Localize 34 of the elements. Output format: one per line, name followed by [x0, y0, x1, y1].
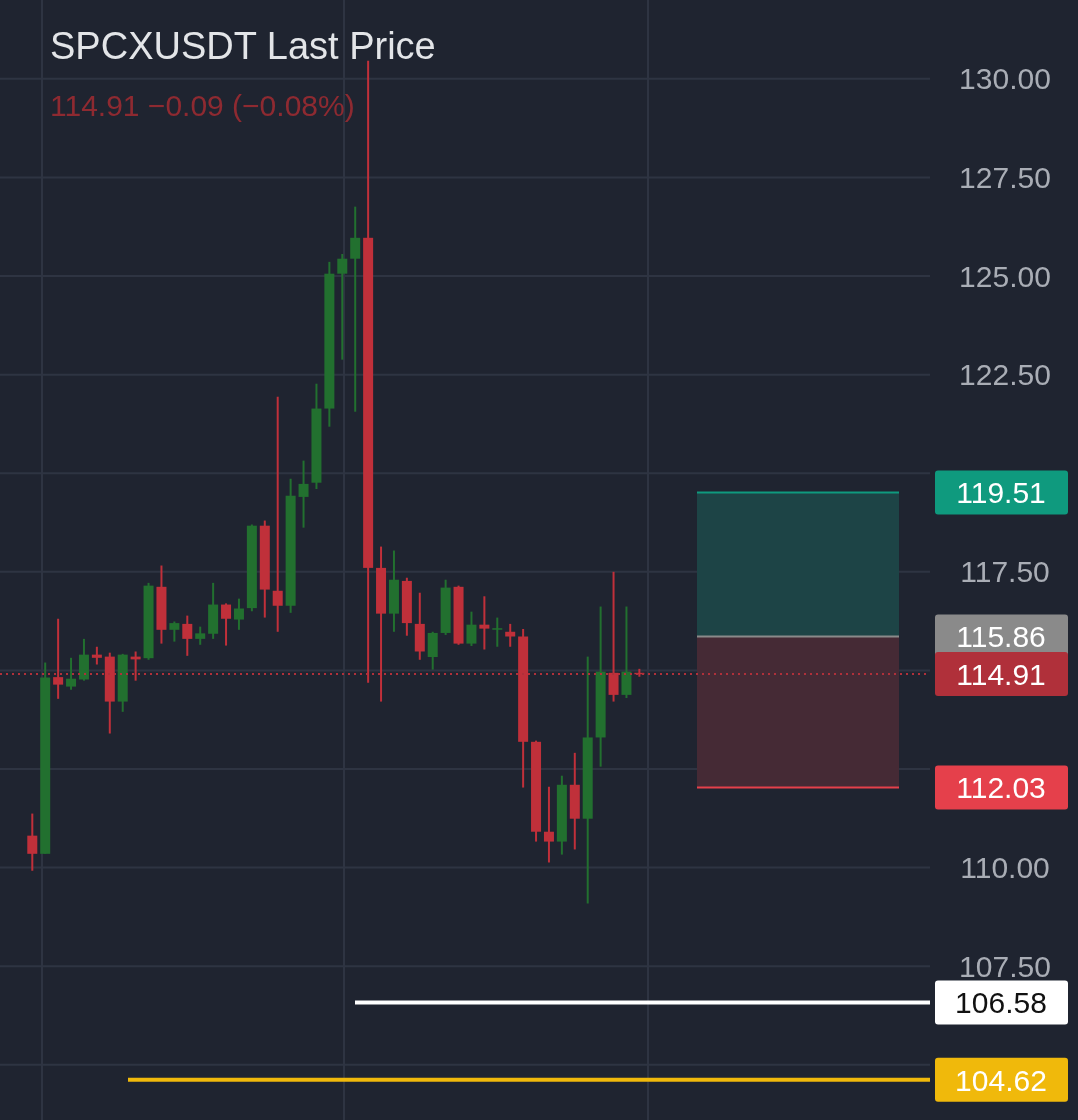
- candlestick: [466, 610, 477, 647]
- candlestick: [169, 620, 180, 643]
- ref-line-label: 112.03: [956, 771, 1046, 805]
- ref-line-label: 119.51: [956, 476, 1046, 510]
- ref-line-label: 115.86: [956, 620, 1046, 654]
- candlestick: [182, 614, 193, 657]
- y-tick-label: 125.00: [959, 259, 1051, 293]
- y-tick-label: 122.50: [959, 358, 1051, 392]
- text: 114.91 −0.09 (−0.08%): [50, 88, 355, 122]
- y-tick-label: 117.50: [960, 555, 1050, 589]
- candlestick: [272, 395, 283, 633]
- text: SPCXUSDT Last Price: [50, 25, 436, 68]
- ref-line-label: 106.58: [955, 986, 1047, 1020]
- candlestick: [505, 622, 516, 648]
- candlestick: [479, 595, 490, 651]
- candlestick: [221, 602, 232, 647]
- candlestick: [298, 459, 309, 529]
- y-tick-label: 127.50: [959, 160, 1051, 194]
- ref-line-label: 114.91: [956, 657, 1046, 691]
- candlestick: [195, 625, 206, 646]
- candlestick: [53, 617, 64, 700]
- y-tick-label: 110.00: [960, 851, 1050, 885]
- y-tick-label: 107.50: [959, 949, 1051, 983]
- candlestick: [543, 785, 554, 864]
- candlestick: [66, 656, 77, 691]
- ref-line-label: 104.62: [955, 1063, 1047, 1097]
- candlestick: [492, 616, 503, 648]
- candlestick: [621, 605, 632, 700]
- y-tick-label: 130.00: [959, 62, 1051, 96]
- candlestick: [233, 597, 244, 631]
- candlestick: [337, 252, 348, 361]
- candlestick: [350, 205, 361, 413]
- candlestick: [608, 570, 619, 703]
- candlestick: [27, 812, 38, 872]
